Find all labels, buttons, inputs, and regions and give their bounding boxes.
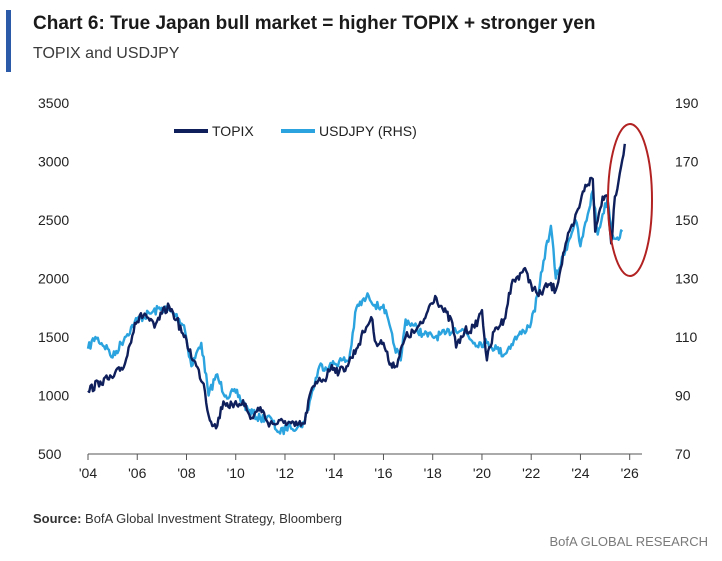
x-tick-label: '12 (276, 465, 294, 481)
y-tick-left: 2000 (38, 271, 69, 287)
source-text: BofA Global Investment Strategy, Bloombe… (81, 511, 343, 526)
x-tick-label: '06 (128, 465, 146, 481)
y-tick-left: 1500 (38, 329, 69, 345)
x-tick-label: '24 (571, 465, 589, 481)
accent-bar (6, 10, 11, 72)
x-tick-label: '08 (177, 465, 195, 481)
y-tick-left: 3500 (38, 95, 69, 111)
chart-subtitle: TOPIX and USDJPY (33, 45, 180, 62)
series-line-usdjpy (86, 189, 624, 436)
x-tick-label: '18 (424, 465, 442, 481)
source-note: Source: BofA Global Investment Strategy,… (33, 511, 342, 526)
y-tick-right: 150 (675, 212, 699, 228)
chart-title: Chart 6: True Japan bull market = higher… (33, 13, 596, 34)
highlight-ellipse (607, 123, 653, 277)
source-label: Source: (33, 511, 82, 526)
x-tick-label: '04 (79, 465, 97, 481)
x-tick-label: '14 (325, 465, 343, 481)
x-tick-label: '16 (374, 465, 392, 481)
y-tick-right: 190 (675, 95, 699, 111)
series-line-topix (87, 143, 626, 430)
x-tick-label: '10 (227, 465, 245, 481)
x-tick-label: '20 (473, 465, 491, 481)
legend-label-topix: TOPIX (212, 123, 254, 139)
x-tick-label: '22 (522, 465, 540, 481)
y-tick-left: 1000 (38, 388, 69, 404)
y-tick-right: 170 (675, 154, 699, 170)
y-tick-right: 70 (675, 446, 691, 462)
y-tick-right: 110 (675, 329, 698, 345)
y-tick-left: 3000 (38, 154, 69, 170)
y-tick-left: 2500 (38, 212, 69, 228)
legend-label-usdjpy: USDJPY (RHS) (319, 123, 417, 139)
brand-footer: BofA GLOBAL RESEARCH (549, 534, 708, 549)
y-tick-left: 500 (38, 446, 62, 462)
y-tick-right: 90 (675, 388, 691, 404)
y-tick-right: 130 (675, 271, 699, 287)
x-tick-label: '26 (621, 465, 639, 481)
